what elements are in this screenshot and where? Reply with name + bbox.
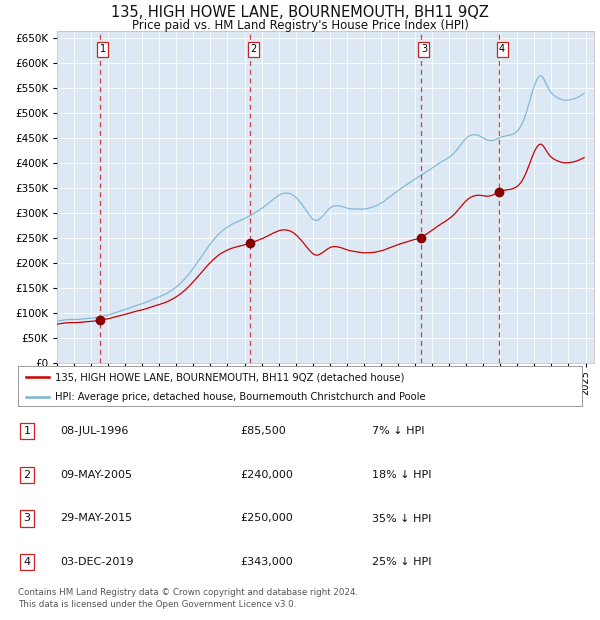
- Text: 35% ↓ HPI: 35% ↓ HPI: [372, 513, 431, 523]
- Text: 2: 2: [250, 45, 257, 55]
- Text: 4: 4: [499, 45, 505, 55]
- Text: HPI: Average price, detached house, Bournemouth Christchurch and Poole: HPI: Average price, detached house, Bour…: [55, 392, 425, 402]
- Text: 3: 3: [23, 513, 31, 523]
- Text: £343,000: £343,000: [240, 557, 293, 567]
- Text: 3: 3: [421, 45, 427, 55]
- Text: 1: 1: [23, 426, 31, 436]
- Text: Contains HM Land Registry data © Crown copyright and database right 2024.
This d: Contains HM Land Registry data © Crown c…: [18, 588, 358, 609]
- Text: £250,000: £250,000: [240, 513, 293, 523]
- Text: 29-MAY-2015: 29-MAY-2015: [60, 513, 132, 523]
- Text: 135, HIGH HOWE LANE, BOURNEMOUTH, BH11 9QZ: 135, HIGH HOWE LANE, BOURNEMOUTH, BH11 9…: [111, 5, 489, 20]
- Text: 135, HIGH HOWE LANE, BOURNEMOUTH, BH11 9QZ (detached house): 135, HIGH HOWE LANE, BOURNEMOUTH, BH11 9…: [55, 372, 404, 382]
- Text: Price paid vs. HM Land Registry's House Price Index (HPI): Price paid vs. HM Land Registry's House …: [131, 19, 469, 32]
- Text: £240,000: £240,000: [240, 470, 293, 480]
- Text: 08-JUL-1996: 08-JUL-1996: [60, 426, 128, 436]
- Text: 03-DEC-2019: 03-DEC-2019: [60, 557, 133, 567]
- Text: 09-MAY-2005: 09-MAY-2005: [60, 470, 132, 480]
- Text: 7% ↓ HPI: 7% ↓ HPI: [372, 426, 425, 436]
- Text: £85,500: £85,500: [240, 426, 286, 436]
- Text: 2: 2: [23, 470, 31, 480]
- Text: 18% ↓ HPI: 18% ↓ HPI: [372, 470, 431, 480]
- Text: 4: 4: [23, 557, 31, 567]
- Text: 25% ↓ HPI: 25% ↓ HPI: [372, 557, 431, 567]
- Text: 1: 1: [100, 45, 106, 55]
